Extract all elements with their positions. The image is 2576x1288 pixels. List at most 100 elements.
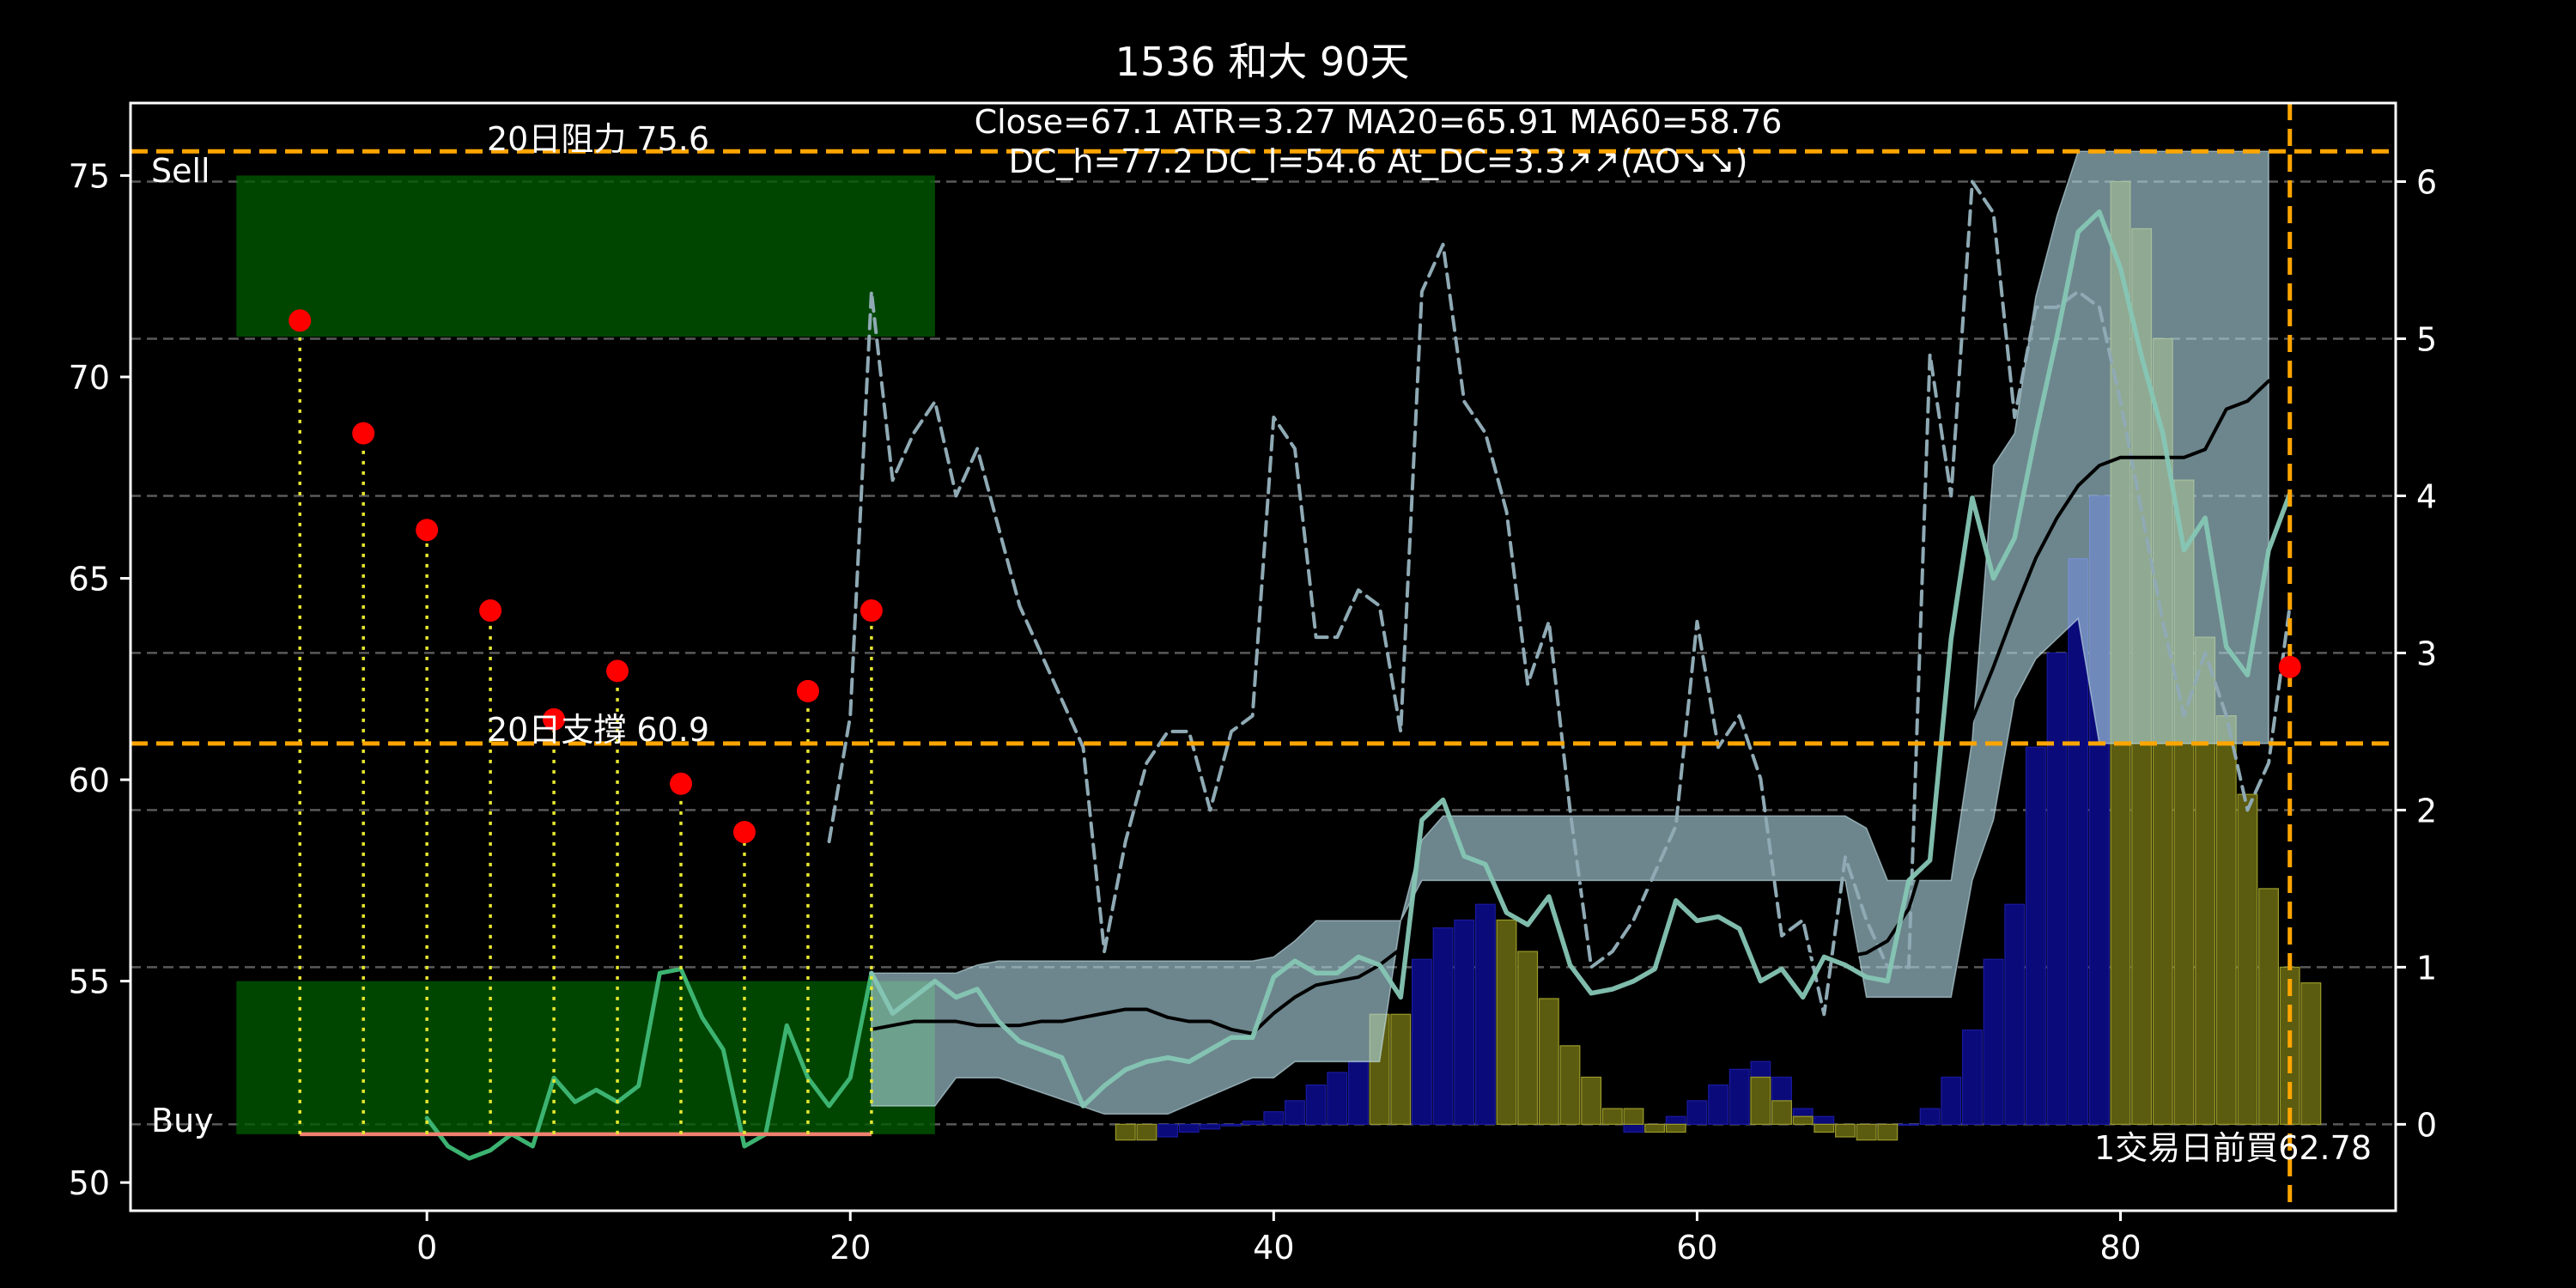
oscillator-bar-blue — [1157, 1123, 1178, 1138]
stem-marker — [352, 422, 375, 445]
y-right-tick-label: 0 — [2416, 1106, 2437, 1144]
sell-zone — [236, 175, 935, 337]
x-tick-label: 0 — [416, 1229, 437, 1267]
oscillator-bar-yellow — [1115, 1123, 1136, 1141]
stem-marker — [670, 772, 693, 795]
oscillator-bar-blue — [1263, 1111, 1285, 1125]
oscillator-bar-blue — [1178, 1123, 1200, 1133]
oscillator-bar-yellow — [1538, 998, 1559, 1125]
oscillator-bar-yellow — [1856, 1123, 1877, 1141]
oscillator-bar-yellow — [1835, 1123, 1856, 1138]
oscillator-bar-blue — [1686, 1100, 1708, 1125]
subtitle-line-2: DC_h=77.2 DC_l=54.6 At_DC=3.3↗↗(AO↘↘) — [1009, 143, 1748, 180]
buy-zone — [236, 981, 935, 1134]
oscillator-bar-yellow — [1496, 919, 1517, 1125]
oscillator-bar-blue — [1961, 1029, 1983, 1125]
signal-stems — [289, 309, 883, 1137]
oscillator-bar-blue — [1474, 903, 1496, 1125]
x-tick-label: 60 — [1676, 1229, 1717, 1267]
stem-marker — [606, 659, 629, 683]
oscillator-bar-yellow — [1601, 1108, 1623, 1125]
y-left-tick-label: 75 — [69, 157, 110, 195]
y-right-tick-label: 3 — [2416, 635, 2437, 672]
plot-frame — [129, 101, 2397, 1212]
oscillator-bar-blue — [1242, 1121, 1263, 1125]
y-right-tick-label: 6 — [2416, 163, 2437, 201]
y-right-tick-label: 1 — [2416, 949, 2437, 987]
oscillator-bar-yellow — [1877, 1123, 1899, 1141]
oscillator-bar-blue — [1623, 1123, 1644, 1133]
zones — [236, 175, 935, 1134]
last-point-marker — [2278, 655, 2301, 678]
oscillator-bar-blue — [1454, 919, 1475, 1125]
series-lines — [424, 150, 2293, 1161]
oscillator-bar-yellow — [2300, 982, 2322, 1125]
oscillator-bar-blue — [2004, 903, 2026, 1125]
stem-marker — [860, 599, 883, 623]
oscillator-bar-yellow — [1581, 1076, 1602, 1125]
y-right-tick-label: 2 — [2416, 792, 2437, 829]
oscillator-bar-blue — [1899, 1123, 1919, 1126]
support-label: 20日支撐 60.9 — [487, 711, 709, 749]
stem-marker — [543, 708, 566, 731]
oscillator-bar-yellow — [1136, 1123, 1157, 1141]
y-right-tick-label: 5 — [2416, 320, 2437, 358]
stem-marker — [796, 679, 819, 702]
oscillator-bar-yellow — [1517, 951, 1539, 1125]
x-tick-label: 80 — [2099, 1229, 2141, 1267]
oscillator-bar-blue — [1708, 1084, 1729, 1125]
oscillator-bar-blue — [1941, 1076, 1962, 1125]
oscillator-bar-yellow — [1665, 1123, 1686, 1133]
oscillator-bar-blue — [2025, 746, 2046, 1125]
oscillator-bar-blue — [1348, 1060, 1369, 1125]
oscillator-bar-blue — [1200, 1123, 1221, 1130]
atr-dashed-line — [827, 179, 2292, 1017]
price-green-line — [424, 967, 874, 1161]
stem-marker — [416, 519, 439, 542]
oscillator-bar-blue — [1411, 958, 1432, 1125]
oscillator-bar-blue — [1983, 958, 2004, 1125]
oscillator-bar-blue — [2046, 652, 2068, 1125]
oscillator-bar-blue — [1305, 1084, 1327, 1125]
oscillator-bar-blue — [1432, 927, 1454, 1125]
chart-title: 1536 和大 90天 — [1115, 39, 1410, 85]
axes: 0 20 40 60 80 50 55 60 65 70 75 0 1 2 3 4 5 6 — [69, 157, 2438, 1267]
oscillator-bar-yellow — [1750, 1076, 1771, 1125]
oscillator-bar-yellow — [1771, 1100, 1792, 1125]
oscillator-bar-blue — [1327, 1072, 1348, 1125]
oscillator-bar-blue — [1221, 1123, 1242, 1127]
y-left-tick-label: 65 — [69, 561, 110, 598]
buy-label: Buy — [151, 1102, 214, 1139]
stem-marker — [289, 309, 312, 332]
footnote-label: 1交易日前買62.78 — [2094, 1129, 2372, 1167]
resistance-label: 20日阻力 75.6 — [487, 120, 709, 158]
oscillator-bar-blue — [1285, 1100, 1305, 1125]
oscillator-bar-yellow — [1390, 1013, 1412, 1125]
oscillator-bar-blue — [1665, 1115, 1686, 1125]
y-left-tick-label: 55 — [69, 963, 110, 1001]
reference-lines — [131, 103, 2396, 1211]
close-teal-line — [869, 209, 2293, 1109]
oscillator-bar-yellow — [2215, 715, 2237, 1125]
y-left-tick-label: 50 — [69, 1164, 110, 1202]
annotations: Close=67.1 ATR=3.27 MA20=65.91 MA60=58.7… — [151, 103, 2372, 1167]
oscillator-bar-yellow — [1644, 1123, 1666, 1133]
x-tick-label: 20 — [829, 1229, 871, 1267]
stem-marker — [732, 821, 756, 844]
sell-label: Sell — [151, 152, 210, 190]
oscillator-bar-yellow — [1792, 1115, 1814, 1125]
oscillator-bar-yellow — [1559, 1045, 1581, 1125]
oscillator-bar-blue — [1728, 1068, 1750, 1125]
y-left-tick-label: 70 — [69, 359, 110, 397]
oscillator-bar-yellow — [2237, 793, 2258, 1125]
oscillator-bar-yellow — [1623, 1108, 1644, 1125]
y-left-tick-label: 60 — [69, 762, 110, 799]
stem-marker — [479, 599, 502, 623]
moving-average-line — [869, 379, 2271, 1036]
oscillator-bar-yellow — [1814, 1123, 1835, 1133]
x-tick-label: 40 — [1253, 1229, 1294, 1267]
oscillator-bar-blue — [1814, 1115, 1835, 1125]
oscillator-bar-yellow — [2258, 888, 2280, 1125]
y-right-tick-label: 4 — [2416, 477, 2437, 515]
